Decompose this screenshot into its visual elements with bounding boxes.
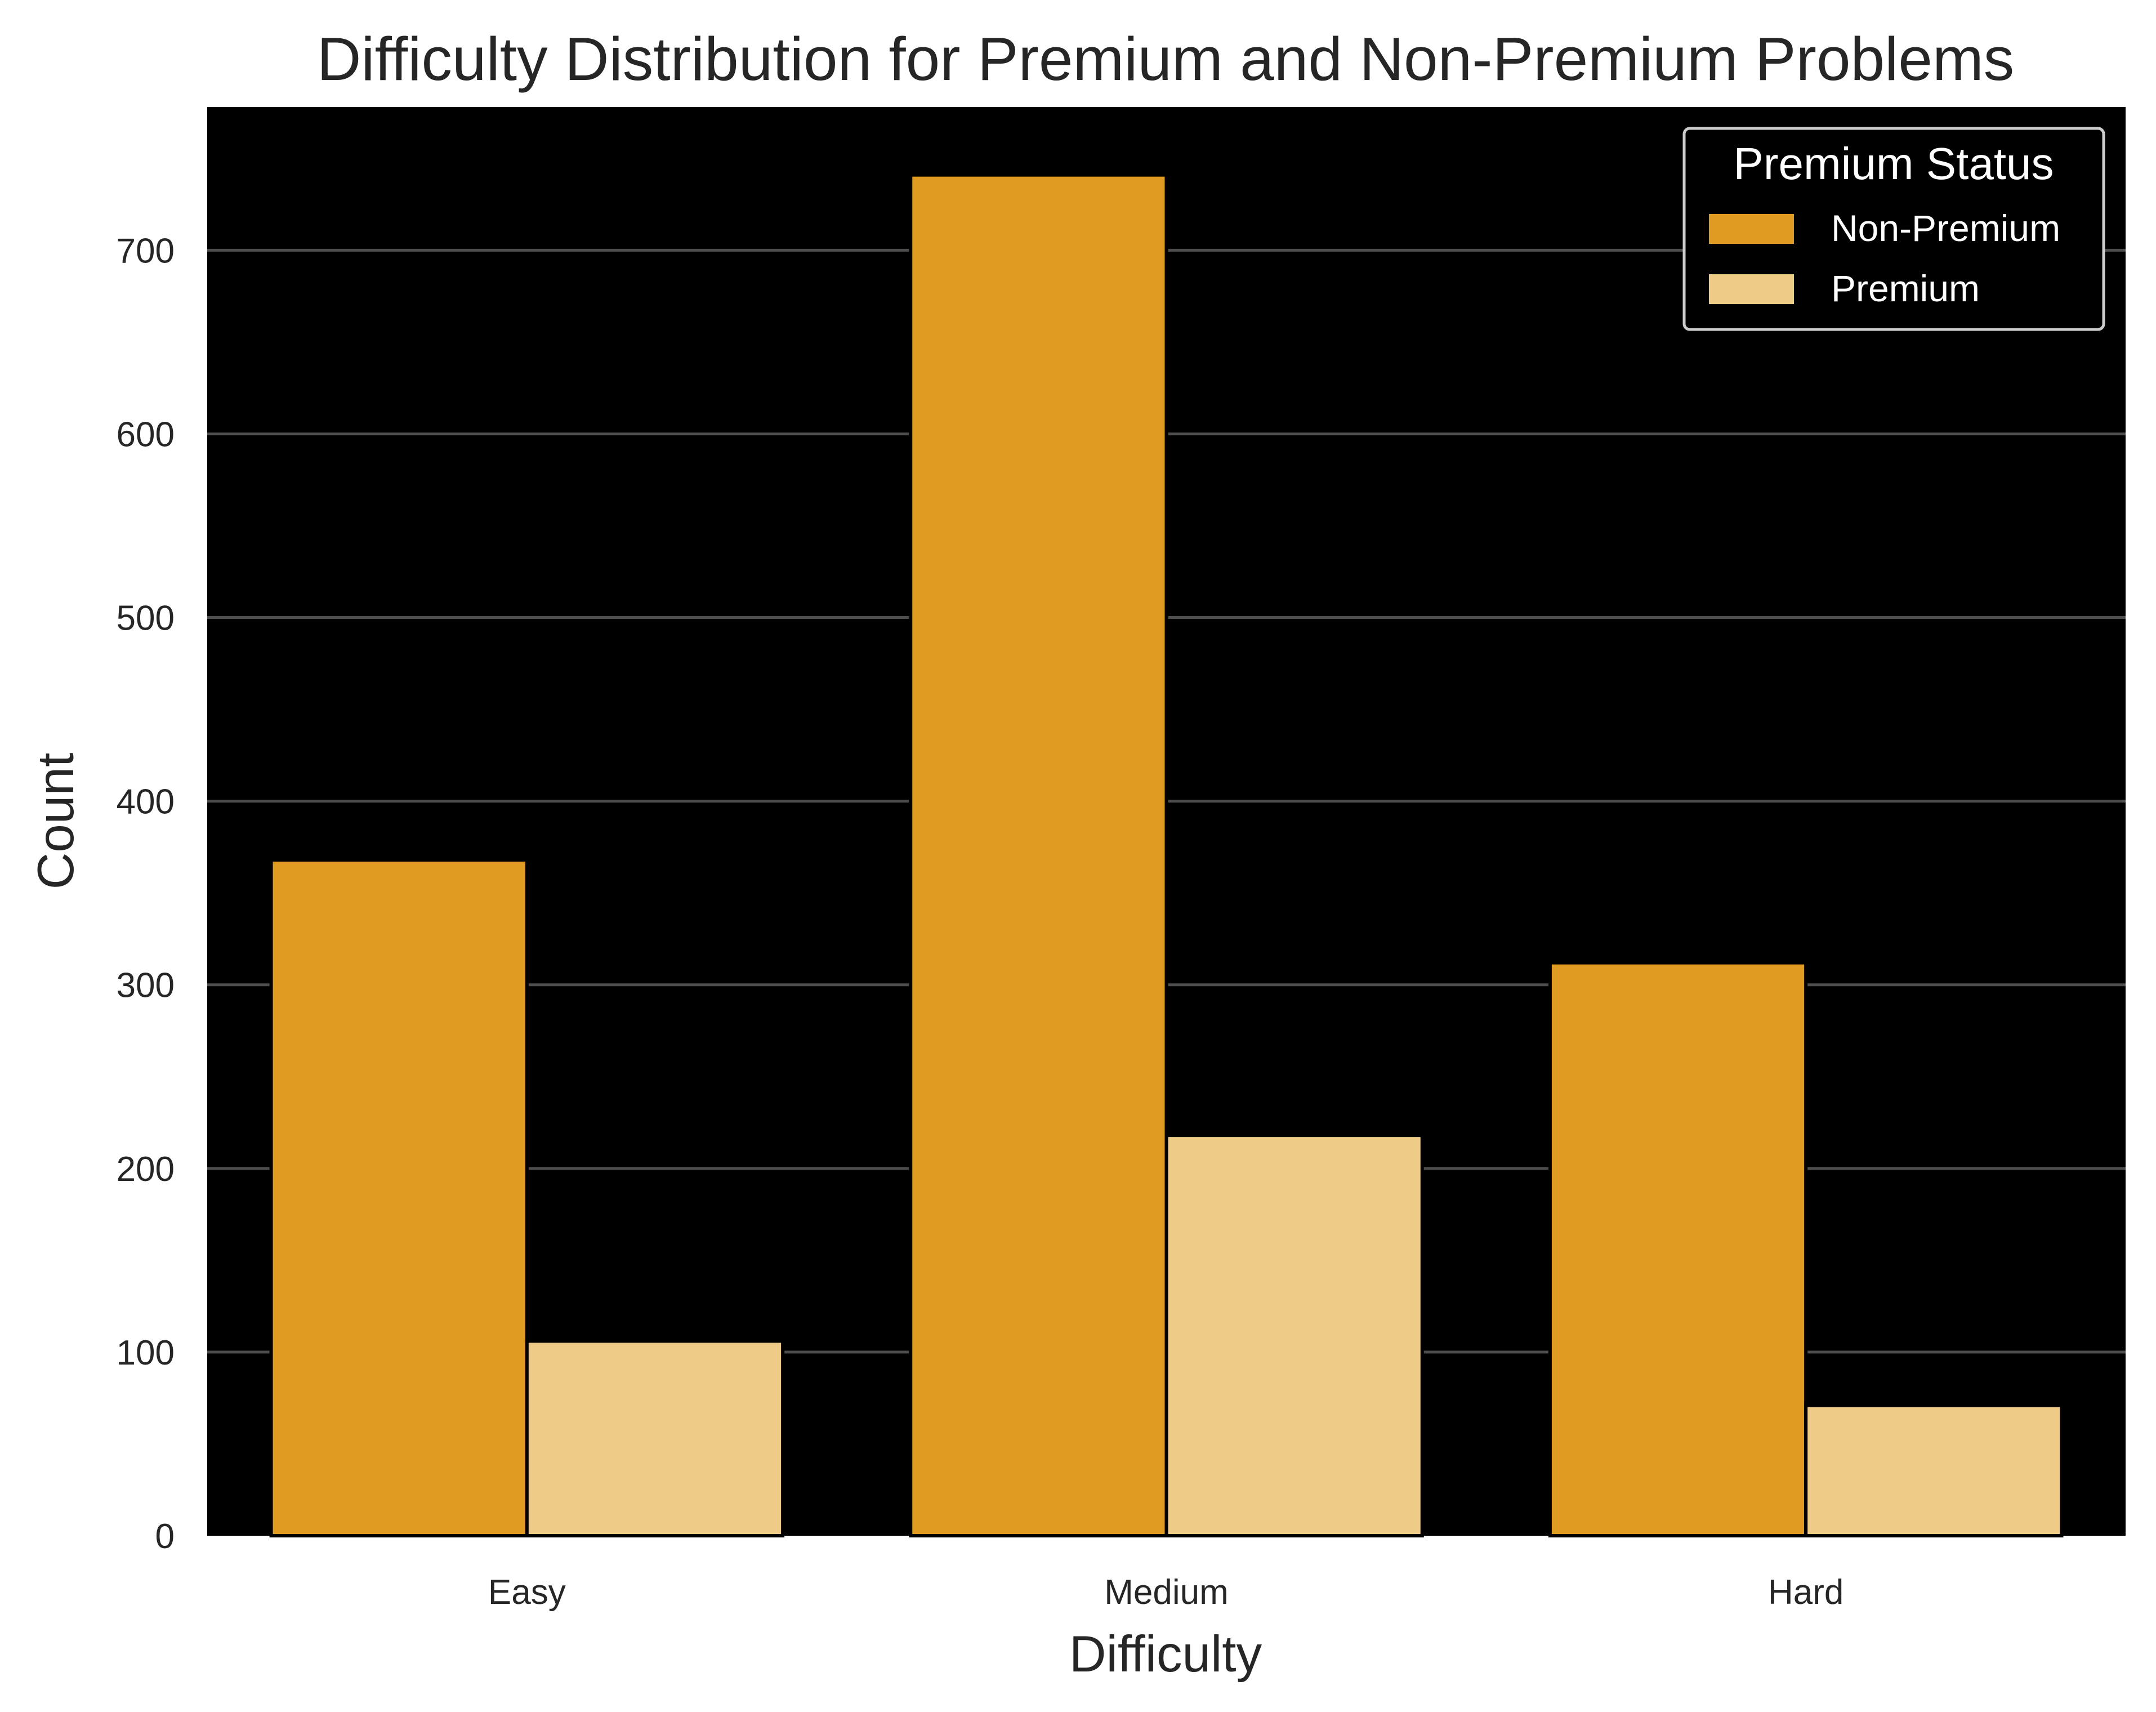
x-tick-label: Hard (1768, 1573, 1843, 1612)
bars (269, 173, 2064, 1538)
legend-label: Premium (1831, 268, 1980, 309)
chart-title: Difficulty Distribution for Premium and … (317, 25, 2015, 93)
y-tick-label: 500 (117, 599, 175, 638)
y-tick-label: 700 (117, 231, 175, 270)
bar-non-premium-hard (1548, 961, 1808, 1538)
y-tick-label: 0 (155, 1517, 175, 1556)
bar-non-premium-easy (269, 858, 529, 1537)
y-tick-label: 400 (117, 783, 175, 822)
y-tick-label: 600 (117, 415, 175, 454)
y-tick-label: 300 (117, 966, 175, 1005)
y-tick-labels: 0 100 200 300 400 500 600 700 (117, 231, 175, 1556)
legend-items: Non-Premium Premium (1709, 207, 2060, 309)
y-tick-label: 100 (117, 1334, 175, 1372)
x-tick-label: Easy (488, 1573, 566, 1612)
bar-premium-medium (1164, 1134, 1424, 1538)
x-tick-label: Medium (1104, 1573, 1229, 1612)
x-tick-labels: Easy Medium Hard (488, 1573, 1843, 1612)
legend-swatch (1709, 274, 1794, 304)
legend: Premium Status Non-Premium Premium (1682, 127, 2105, 331)
legend-title: Premium Status (1733, 139, 2054, 189)
x-axis-label: Difficulty (1069, 1626, 1262, 1683)
legend-label: Non-Premium (1831, 207, 2060, 249)
bar-premium-hard (1804, 1403, 2064, 1538)
y-tick-label: 200 (117, 1150, 175, 1189)
bar-non-premium-medium (909, 173, 1168, 1537)
legend-swatch (1709, 214, 1794, 244)
y-axis-label: Count (28, 753, 84, 890)
bar-premium-easy (525, 1339, 785, 1537)
